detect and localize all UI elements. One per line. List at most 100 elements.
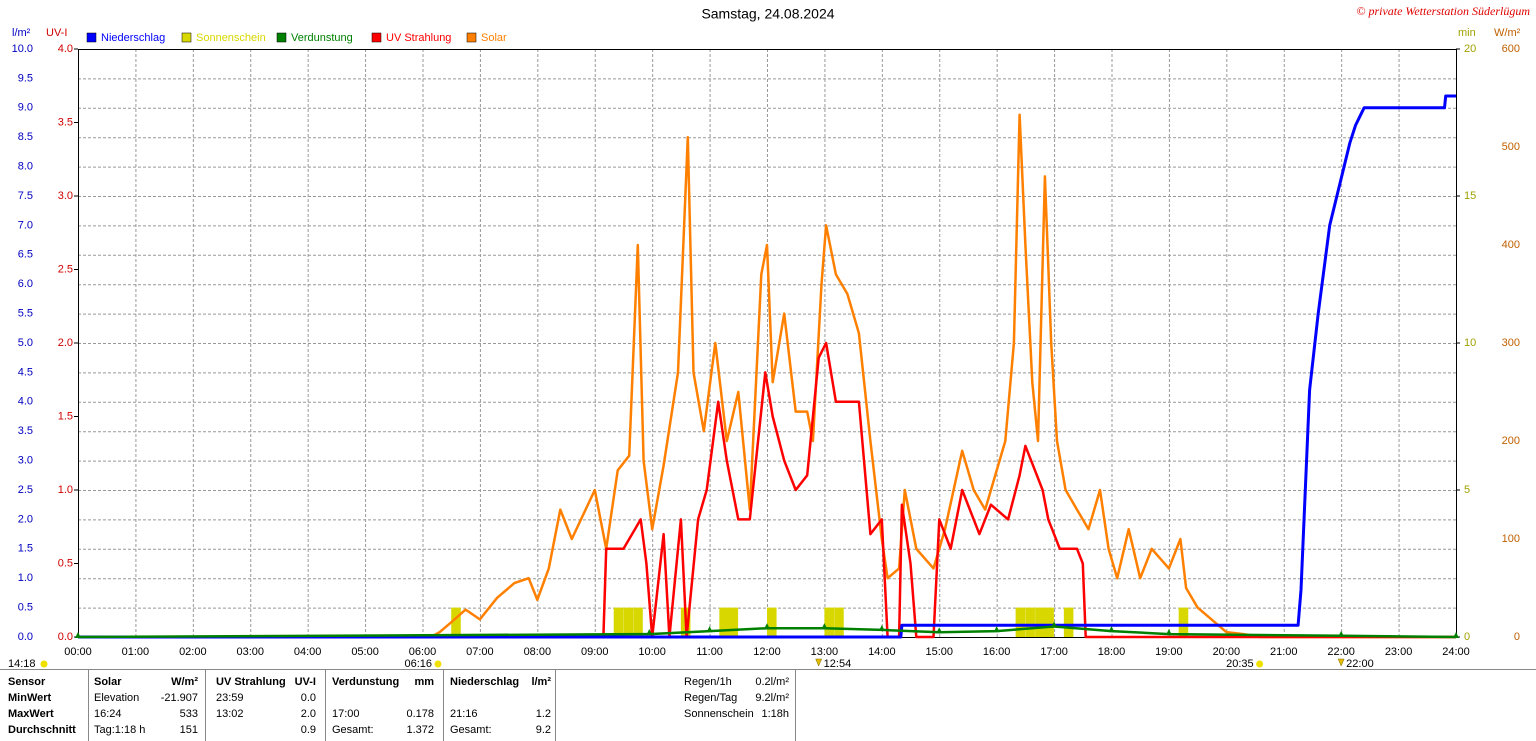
- x-tick-label: 01:00: [122, 646, 150, 658]
- sunshine-bar: [1025, 607, 1035, 637]
- x-tick-label: 24:00: [1442, 646, 1470, 658]
- sunshine-bar: [1178, 607, 1189, 637]
- table-header: Niederschlag: [450, 676, 519, 688]
- table-cell: 13:02: [216, 708, 244, 720]
- table-cell: 9.2: [536, 724, 551, 736]
- x-tick-label: 22:00: [1327, 646, 1355, 658]
- table-cell: 1.372: [406, 724, 434, 736]
- legend-swatch: [276, 32, 287, 43]
- y4-tick-label: 400: [1502, 239, 1520, 251]
- x-tick-label: 12:00: [753, 646, 781, 658]
- evaporation-marker: [706, 626, 713, 633]
- y-tick-label: 10.0: [12, 43, 33, 55]
- y-tick-label: 9.0: [18, 102, 33, 114]
- y2-tick-label: 2.0: [58, 337, 73, 349]
- sun-marker: [434, 660, 442, 668]
- series-line: [78, 113, 1456, 639]
- chart-title: Samstag, 24.08.2024: [701, 6, 834, 22]
- info-value: 1:18h: [761, 708, 789, 720]
- info-value: 9.2l/m²: [755, 692, 789, 704]
- y4-tick-label: 100: [1502, 533, 1520, 545]
- table-header: Solar: [94, 676, 122, 688]
- sunshine-bar: [633, 607, 643, 637]
- y-tick-label: 1.0: [18, 572, 33, 584]
- y4-axis-title: W/m²: [1494, 27, 1521, 39]
- table-cell: 1.2: [536, 708, 551, 720]
- y3-tick-label: 20: [1464, 43, 1476, 55]
- x-tick-label: 14:00: [868, 646, 896, 658]
- y-tick-label: 2.5: [18, 484, 33, 496]
- y4-tick-label: 0: [1514, 631, 1520, 643]
- x-tick-label: 23:00: [1385, 646, 1413, 658]
- x-tick-label: 21:00: [1270, 646, 1298, 658]
- y-tick-label: 0.0: [18, 631, 33, 643]
- x-tick-label: 07:00: [466, 646, 494, 658]
- table-cell: 0.0: [301, 692, 316, 704]
- y-tick-label: 4.5: [18, 366, 33, 378]
- sunshine-bar: [1063, 607, 1074, 637]
- evaporation-marker: [1051, 621, 1058, 628]
- y-tick-label: 9.5: [18, 72, 33, 84]
- table-header: W/m²: [171, 676, 198, 688]
- event-label: 06:16: [404, 658, 432, 670]
- evaporation-marker: [993, 626, 1000, 633]
- y4-tick-label: 500: [1502, 141, 1520, 153]
- y-tick-label: 3.5: [18, 425, 33, 437]
- y-tick-label: 6.5: [18, 249, 33, 261]
- y2-tick-label: 1.0: [58, 484, 73, 496]
- legend-swatch: [466, 32, 477, 43]
- legend-label: Verdunstung: [291, 32, 353, 44]
- y-tick-label: 4.0: [18, 396, 33, 408]
- table-cell: -21.907: [161, 692, 198, 704]
- info-label: Regen/1h: [684, 676, 732, 688]
- sunshine-bar: [728, 607, 739, 637]
- evaporation-marker: [1338, 630, 1345, 637]
- moon-label: 14:18: [8, 658, 36, 670]
- event-label: 20:35: [1226, 658, 1254, 670]
- legend-label: Sonnenschein: [196, 32, 266, 44]
- table-row-label: MinWert: [8, 692, 52, 704]
- sunshine-bar: [613, 607, 624, 637]
- legend-label: Solar: [481, 32, 507, 44]
- evaporation-marker: [646, 629, 653, 636]
- legend-label: UV Strahlung: [386, 32, 451, 44]
- legend-swatch: [86, 32, 97, 43]
- y-tick-label: 8.5: [18, 131, 33, 143]
- y2-tick-label: 3.0: [58, 190, 73, 202]
- legend-label: Niederschlag: [101, 32, 165, 44]
- x-tick-label: 04:00: [294, 646, 322, 658]
- x-tick-label: 19:00: [1155, 646, 1183, 658]
- event-marker: [1337, 658, 1345, 667]
- table-cell: 17:00: [332, 708, 360, 720]
- event-marker: [815, 658, 823, 667]
- sunshine-bar: [824, 607, 834, 637]
- series-line: [78, 341, 1456, 639]
- y-tick-label: 5.0: [18, 337, 33, 349]
- y4-tick-label: 200: [1502, 435, 1520, 447]
- sunshine-bar: [1035, 607, 1045, 637]
- y-tick-label: 2.0: [18, 513, 33, 525]
- table-header: UV Strahlung: [216, 676, 286, 688]
- series-line: [78, 94, 1456, 639]
- evaporation-marker: [1165, 629, 1172, 636]
- y-tick-label: 7.0: [18, 219, 33, 231]
- sunshine-bar: [767, 607, 777, 637]
- info-value: 0.2l/m²: [755, 676, 789, 688]
- x-tick-label: 05:00: [351, 646, 379, 658]
- x-tick-label: 11:00: [696, 646, 723, 658]
- table-header: Verdunstung: [332, 676, 399, 688]
- y4-tick-label: 300: [1502, 337, 1520, 349]
- legend-swatch: [371, 32, 382, 43]
- y-tick-label: 8.0: [18, 161, 33, 173]
- y2-tick-label: 3.5: [58, 116, 73, 128]
- x-tick-label: 18:00: [1098, 646, 1126, 658]
- y3-tick-label: 0: [1464, 631, 1470, 643]
- table-header: l/m²: [531, 676, 551, 688]
- table-row-label: Durchschnitt: [8, 724, 76, 736]
- y3-tick-label: 15: [1464, 190, 1476, 202]
- table-cell: 2.0: [301, 708, 316, 720]
- table-cell: Tag:1:18 h: [94, 724, 145, 736]
- y3-tick-label: 10: [1464, 337, 1476, 349]
- table-cell: 0.9: [301, 724, 316, 736]
